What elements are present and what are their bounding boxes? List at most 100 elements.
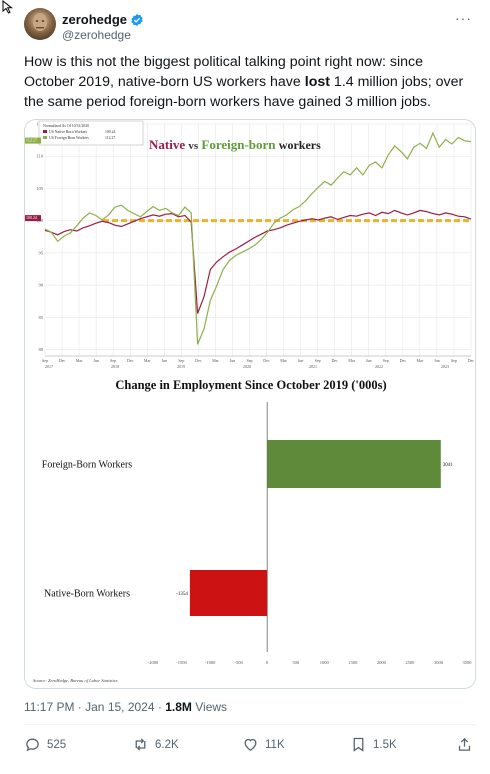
tweet-text-part: 1.4 million jobs; over the same period f… [24, 74, 464, 110]
last-value-label-foreign: 112.27 [26, 138, 37, 143]
verified-badge-icon [131, 13, 143, 26]
x-tick-label: Mar [144, 358, 151, 363]
bar-value-label-foreign: 3041 [443, 463, 454, 468]
views-count: 1.8M [165, 700, 192, 714]
legend-swatch-native [43, 130, 47, 133]
like-button[interactable]: 11K [242, 736, 285, 753]
x-year-label: 2019 [177, 364, 185, 369]
x-tick-label: Sep [246, 358, 252, 363]
like-icon [244, 738, 257, 751]
bar-chart: Change in Employment Since October 2019 … [25, 374, 475, 688]
y-tick-label: 105 [36, 186, 44, 191]
bar-x-tick-label: -500 [235, 660, 244, 665]
reply-button[interactable]: 525 [24, 736, 66, 753]
bar-x-tick-label: 2000 [377, 660, 387, 665]
tweet-time[interactable]: 11:17 PM · Jan 15, 2024 [24, 700, 155, 714]
x-year-label: 2018 [111, 364, 119, 369]
bar-native-born [189, 570, 268, 616]
x-tick-label: Sep [178, 358, 184, 363]
x-tick-label: Dec [127, 358, 134, 363]
x-tick-label: Dec [331, 358, 338, 363]
x-tick-label: Mar [76, 358, 83, 363]
bar-x-tick-label: -1000 [205, 660, 216, 665]
tweet-meta: 11:17 PM · Jan 15, 2024 · 1.8M Views [24, 700, 228, 714]
x-tick-label: Jun [298, 358, 304, 363]
x-tick-label: Sep [451, 358, 457, 363]
repost-count: 6.2K [155, 738, 179, 751]
avatar[interactable] [24, 8, 56, 40]
x-tick-label: Sep [315, 358, 321, 363]
x-tick-label: Dec [263, 358, 270, 363]
x-tick-label: Dec [59, 358, 66, 363]
more-icon[interactable]: ··· [455, 10, 472, 26]
x-tick-label: Sep [110, 358, 116, 363]
x-tick-label: Jun [366, 358, 372, 363]
y-tick-label: 95 [39, 250, 44, 255]
tweet-text-bold: lost [304, 74, 330, 90]
author-handle[interactable]: @zerohedge [62, 28, 131, 42]
y-tick-label: 90 [39, 283, 44, 288]
x-tick-label: Jun [230, 358, 236, 363]
bar-x-tick-label: -2000 [148, 660, 159, 665]
x-tick-label: Mar [280, 358, 287, 363]
chart-source: Source: ZeroHedge, Bureau of Labor Stati… [33, 678, 118, 684]
legend-title: Normalized As Of 10/31/2020 [43, 124, 89, 128]
x-tick-label: Mar [212, 358, 219, 363]
bar-x-tick-label: 500 [292, 660, 300, 665]
x-year-label: 2021 [309, 364, 317, 369]
x-tick-label: Mar [417, 358, 424, 363]
tweet-media[interactable]: 80859095100105110115 SepDecMarJunSepDecM… [24, 119, 476, 689]
divider [24, 724, 476, 725]
x-tick-label: Dec [468, 358, 475, 363]
x-tick-label: Sep [42, 358, 48, 363]
x-tick-label: Jun [161, 358, 167, 363]
views-label: Views [195, 700, 228, 714]
last-value-badge-foreign [25, 137, 41, 144]
bar-category-label-foreign: Foreign-Born Workers [42, 460, 132, 471]
line-chart-title: Native vs Foreign-born workers [149, 137, 321, 152]
x-year-label: 2022 [375, 364, 383, 369]
x-year-label: 2017 [45, 364, 53, 369]
series-line-native [44, 209, 472, 314]
tweet-text-part: How is this not the biggest political ta… [24, 54, 424, 90]
series-line-foreign [44, 131, 472, 345]
x-tick-label: Sep [383, 358, 389, 363]
bar-x-tick-label: 2500 [405, 660, 415, 665]
bookmark-icon [353, 737, 364, 752]
line-chart: 80859095100105110115 SepDecMarJunSepDecM… [25, 120, 475, 374]
legend-swatch-foreign [43, 136, 47, 139]
legend-value-native: 100.24 [105, 130, 116, 134]
bar-x-tick-label: 0 [266, 660, 269, 665]
author-name[interactable]: zerohedge [62, 12, 128, 27]
x-tick-label: Jun [93, 358, 99, 363]
x-tick-label: Dec [195, 358, 202, 363]
bar-chart-title: Change in Employment Since October 2019 … [115, 378, 386, 392]
legend-value-foreign: 112.27 [105, 136, 115, 140]
bar-x-tick-label: -1500 [176, 660, 187, 665]
last-value-label-native: 100.24 [26, 215, 37, 220]
legend-label-foreign: US Foreign Born Workers [49, 136, 89, 140]
legend-box [38, 120, 144, 146]
like-count: 11K [265, 738, 285, 751]
bar-x-tick-label: 1500 [348, 660, 358, 665]
cursor-icon [2, 0, 13, 14]
bar-x-tick-label: 3500 [463, 660, 473, 665]
bookmark-count: 1.5K [373, 738, 397, 751]
bar-foreign-born [267, 440, 441, 488]
bar-x-tick-label: 3000 [434, 660, 444, 665]
repost-icon [135, 738, 146, 751]
reply-count: 525 [47, 738, 67, 751]
x-tick-label: Mar [348, 358, 355, 363]
y-tick-label: 85 [39, 315, 44, 320]
x-year-label: 2023 [441, 364, 449, 369]
x-tick-label: Dec [400, 358, 407, 363]
tweet-header: zerohedge @zerohedge ··· [24, 8, 476, 48]
share-button[interactable] [456, 736, 473, 753]
reply-icon [26, 738, 39, 752]
legend-label-native: US Native Born Workers [49, 130, 88, 134]
x-tick-label: Jun [434, 358, 440, 363]
bar-category-label-native: Native-Born Workers [44, 589, 130, 600]
bookmark-button[interactable]: 1.5K [350, 736, 397, 753]
bar-value-label-native: -1354 [176, 592, 188, 597]
repost-button[interactable]: 6.2K [132, 736, 179, 753]
